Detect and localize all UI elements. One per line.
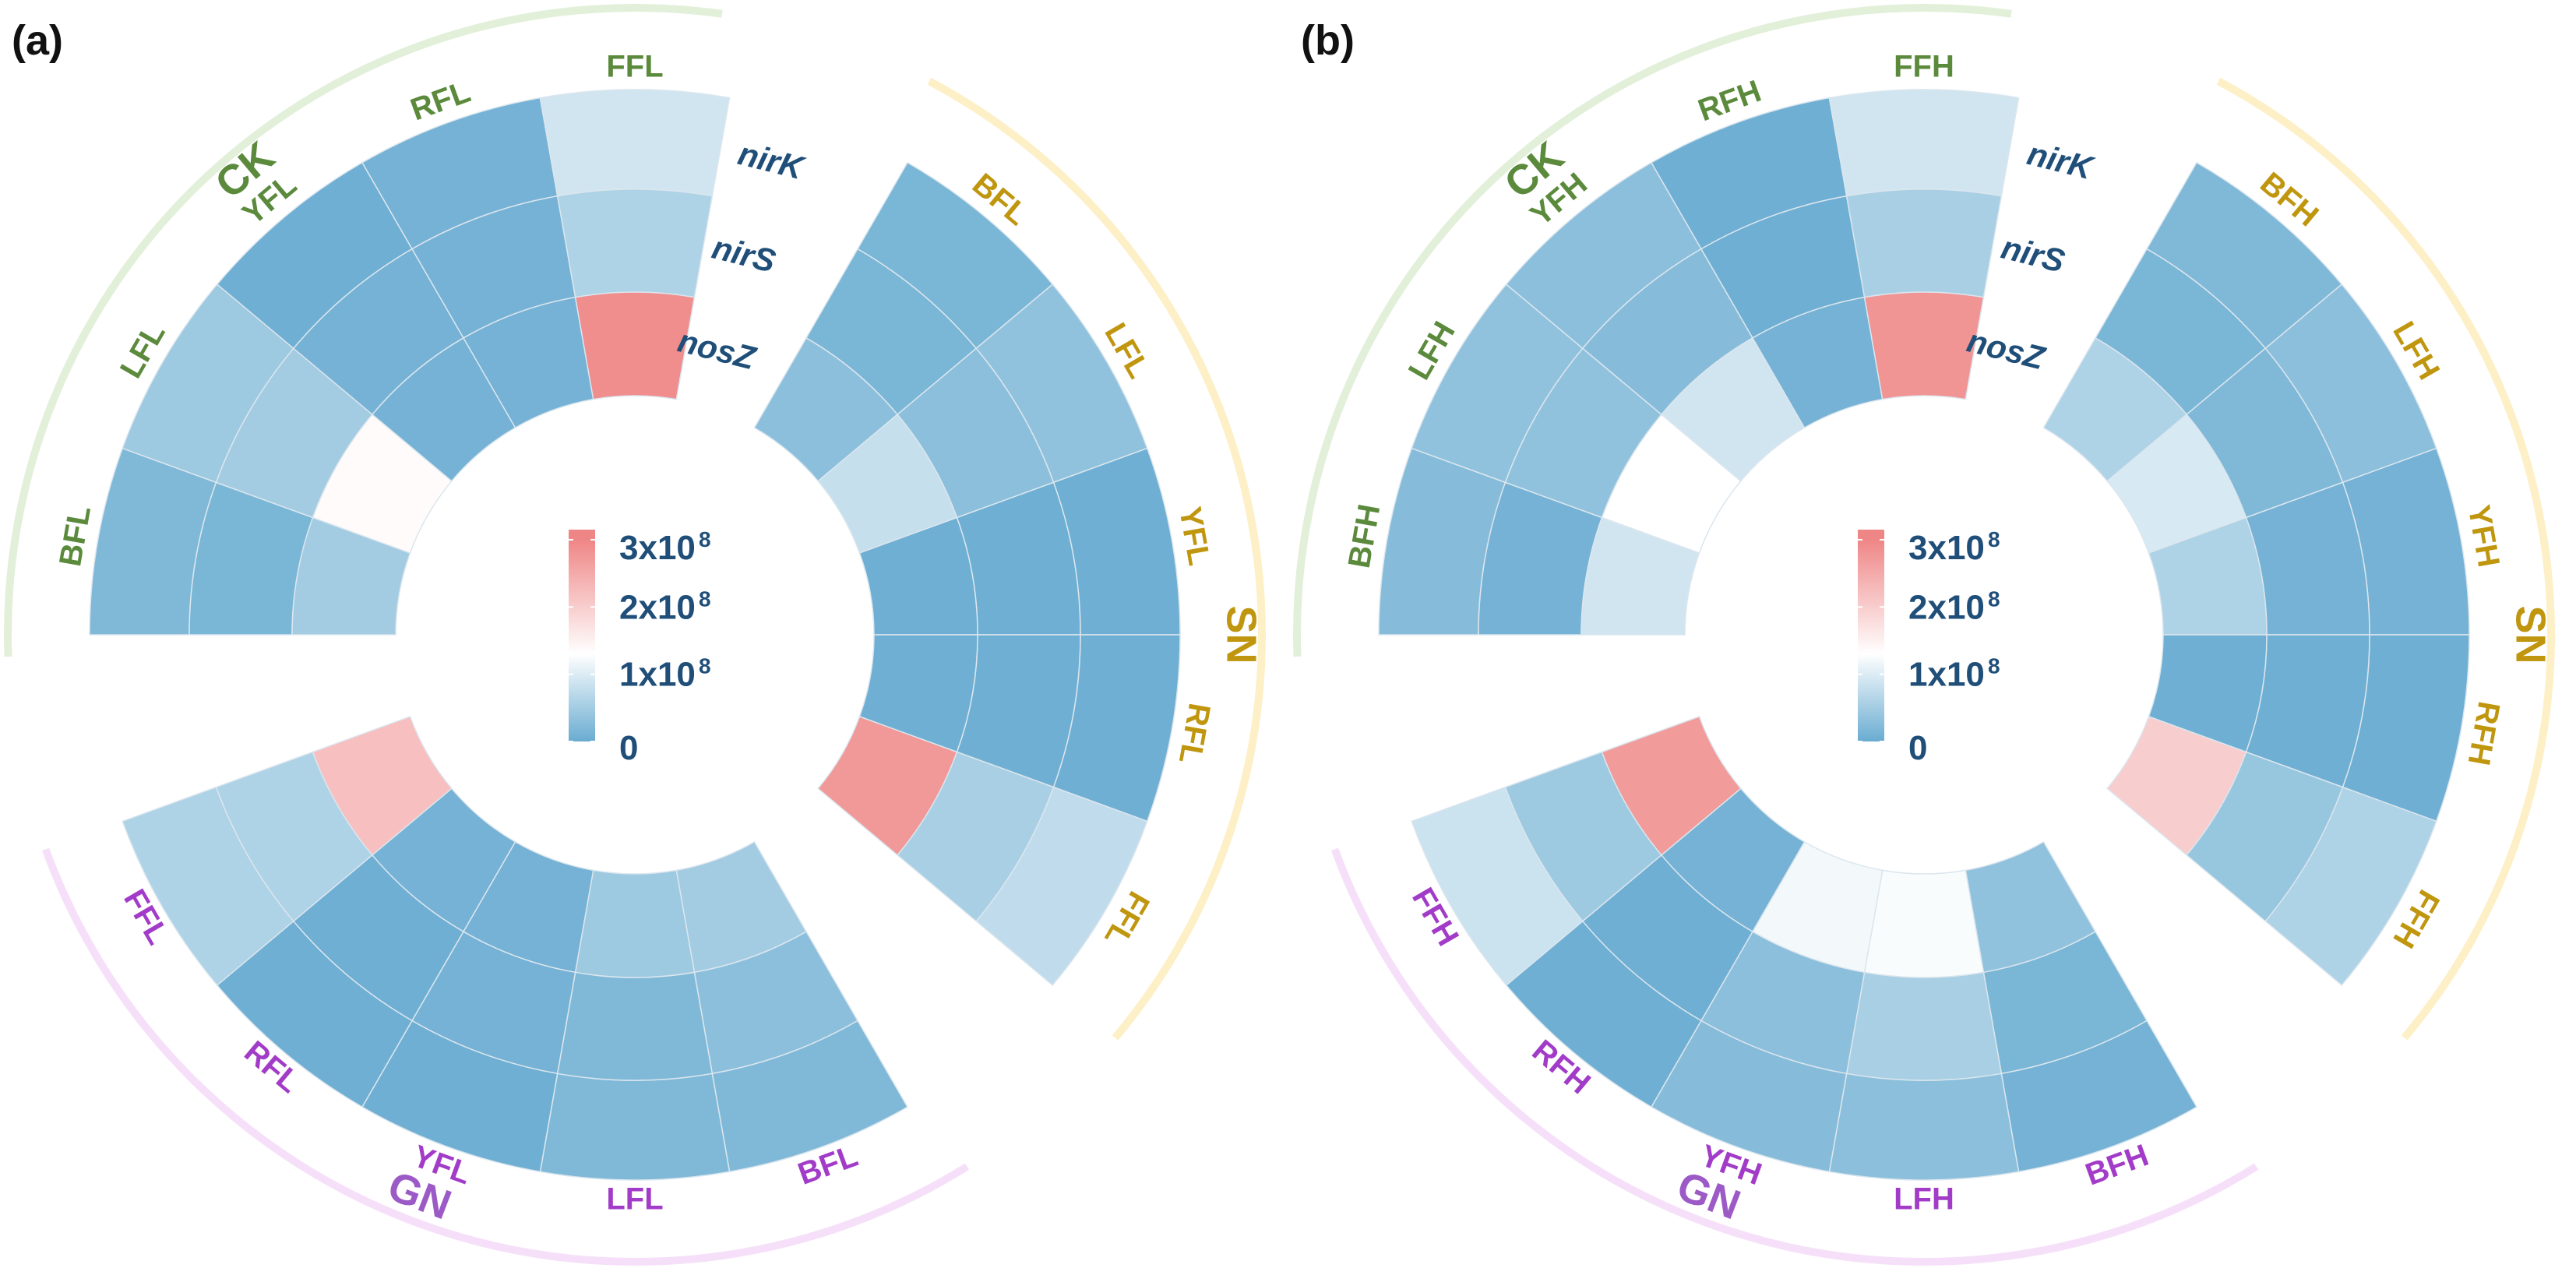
colorbar (569, 530, 595, 741)
gene-label-nirk: nirK (2024, 135, 2098, 187)
cell-gn-lfh-nosz (1863, 869, 1985, 978)
cell-gn-lfl-nirs (556, 971, 714, 1081)
gene-label-nosz: nosZ (1964, 322, 2049, 376)
cell-gn-ffl-nosz (312, 716, 453, 856)
gene-label-nirs: nirS (1998, 229, 2069, 280)
cell-gn-lfh-nirk (1828, 1073, 2020, 1181)
cell-ck-ffl-nirk (539, 89, 731, 197)
colorbar-tick-label: 2x10 (619, 588, 696, 626)
sample-label: YFH (2461, 502, 2506, 569)
cell-ck-ffh-nirk (1828, 89, 2020, 197)
group-label: SN (2507, 605, 2554, 664)
gene-label-nosz: nosZ (675, 322, 760, 376)
cell-sn-ffh-nosz (2106, 716, 2247, 856)
colorbar-tick-exponent: 8 (699, 654, 711, 678)
colorbar-tick-label: 0 (1908, 729, 1927, 767)
group-arc (41, 847, 970, 1266)
panel-label: (a) (12, 17, 63, 64)
cell-gn-lfl-nosz (574, 869, 696, 978)
colorbar (1858, 530, 1884, 741)
colorbar-tick-label: 2x10 (1908, 588, 1985, 626)
sample-label: BFL (53, 503, 97, 569)
colorbar-tick-exponent: 8 (1988, 586, 2000, 611)
gene-label-nirk: nirK (735, 135, 809, 187)
colorbar-tick-exponent: 8 (699, 586, 711, 611)
colorbar-tick-label: 0 (619, 729, 638, 767)
gene-label-nirs: nirS (709, 229, 780, 280)
colorbar-tick-exponent: 8 (1988, 527, 2000, 551)
panel-label: (b) (1301, 17, 1355, 64)
colorbar-tick-label: 3x10 (619, 529, 696, 567)
cell-gn-lfl-nirk (539, 1073, 731, 1181)
sample-label: FFH (1894, 50, 1954, 84)
colorbar-tick-label: 3x10 (1908, 529, 1985, 567)
group-arc (4, 4, 723, 657)
colorbar-tick-label: 1x10 (619, 656, 696, 694)
group-arc (927, 77, 1266, 1041)
cell-ck-ffh-nosz (1863, 291, 1985, 400)
sample-label: BFH (1342, 502, 1387, 571)
cell-ck-ffh-nirs (1845, 188, 2003, 298)
colorbar-tick-exponent: 8 (1988, 654, 2000, 678)
cell-gn-lfh-nirs (1845, 971, 2003, 1081)
group-arc (1293, 4, 2012, 657)
colorbar-tick-exponent: 8 (699, 527, 711, 551)
colorbar-tick-label: 1x10 (1908, 656, 1985, 694)
group-arc (2216, 77, 2555, 1041)
sample-label: YFL (1172, 504, 1216, 568)
cell-ck-ffl-nirs (556, 188, 714, 298)
sample-label: LFH (1894, 1182, 1954, 1217)
sample-label: LFL (606, 1182, 663, 1217)
cell-ck-ffl-nosz (574, 291, 696, 400)
cell-gn-ffh-nosz (1601, 716, 1742, 856)
sample-label: FFL (606, 50, 663, 84)
cell-sn-ffl-nosz (817, 716, 958, 856)
sample-label: RFL (1172, 701, 1217, 766)
group-arc (1330, 847, 2259, 1266)
group-label: SN (1218, 605, 1265, 664)
sample-label: RFH (2461, 699, 2507, 768)
